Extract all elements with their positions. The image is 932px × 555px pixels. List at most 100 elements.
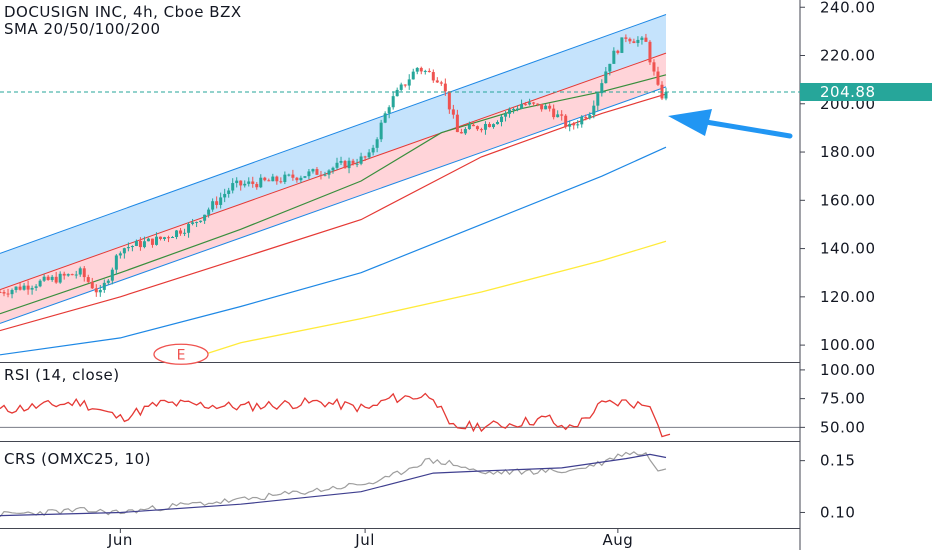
candle-down[interactable] <box>451 109 455 115</box>
candle-up[interactable] <box>371 147 375 153</box>
candle-down[interactable] <box>439 82 443 84</box>
candle-up[interactable] <box>387 107 391 114</box>
candle-down[interactable] <box>70 274 74 276</box>
candle-down[interactable] <box>548 105 552 109</box>
candle-down[interactable] <box>179 230 183 234</box>
candle-down[interactable] <box>552 108 556 118</box>
candlestick-series[interactable] <box>0 33 668 299</box>
candle-up[interactable] <box>463 129 467 134</box>
candle-up[interactable] <box>327 170 331 175</box>
candle-down[interactable] <box>540 104 544 110</box>
candle-down[interactable] <box>94 288 98 293</box>
rsi-line[interactable] <box>0 392 671 438</box>
candle-down[interactable] <box>82 268 86 278</box>
candle-up[interactable] <box>520 104 524 109</box>
candle-up[interactable] <box>467 124 471 130</box>
candle-down[interactable] <box>487 123 491 128</box>
candle-down[interactable] <box>443 83 447 92</box>
candle-up[interactable] <box>375 139 379 148</box>
candle-down[interactable] <box>150 238 154 245</box>
candle-up[interactable] <box>211 201 215 210</box>
candle-up[interactable] <box>367 152 371 158</box>
candle-up[interactable] <box>347 160 351 169</box>
candle-down[interactable] <box>447 91 451 110</box>
candle-up[interactable] <box>235 180 239 184</box>
candle-up[interactable] <box>491 124 495 128</box>
candle-up[interactable] <box>130 245 134 248</box>
candle-up[interactable] <box>331 167 335 171</box>
candle-up[interactable] <box>359 156 363 164</box>
candle-down[interactable] <box>6 293 10 295</box>
candle-up[interactable] <box>415 67 419 72</box>
candle-down[interactable] <box>2 292 6 294</box>
candle-down[interactable] <box>475 126 479 130</box>
candle-down[interactable] <box>363 156 367 158</box>
last-price-tag[interactable] <box>800 82 932 101</box>
candle-down[interactable] <box>18 286 22 290</box>
candle-up[interactable] <box>171 236 175 238</box>
candle-up[interactable] <box>146 238 150 242</box>
candle-up[interactable] <box>38 280 42 287</box>
candle-down[interactable] <box>632 41 636 44</box>
candle-up[interactable] <box>399 84 403 90</box>
candle-up[interactable] <box>620 37 624 53</box>
candle-down[interactable] <box>215 201 219 205</box>
candle-down[interactable] <box>251 181 255 184</box>
candle-up[interactable] <box>199 220 203 222</box>
candle-up[interactable] <box>42 276 46 281</box>
candle-down[interactable] <box>427 70 431 73</box>
candle-up[interactable] <box>118 253 122 256</box>
candle-up[interactable] <box>195 221 199 223</box>
candle-up[interactable] <box>664 91 668 99</box>
candle-up[interactable] <box>110 269 114 281</box>
candle-up[interactable] <box>30 287 34 290</box>
candle-down[interactable] <box>315 169 319 175</box>
candle-up[interactable] <box>504 113 508 117</box>
candle-down[interactable] <box>62 273 66 276</box>
candle-down[interactable] <box>279 181 283 183</box>
candle-up[interactable] <box>556 114 560 118</box>
rsi-pane[interactable] <box>0 392 800 438</box>
candle-up[interactable] <box>14 286 18 290</box>
candle-up[interactable] <box>219 197 223 205</box>
candle-up[interactable] <box>391 96 395 108</box>
candle-down[interactable] <box>54 276 58 283</box>
candle-up[interactable] <box>395 89 399 97</box>
candle-up[interactable] <box>307 171 311 177</box>
candle-down[interactable] <box>564 115 568 127</box>
candle-down[interactable] <box>343 161 347 169</box>
annotation-layer[interactable]: E <box>0 91 800 365</box>
candle-up[interactable] <box>604 71 608 84</box>
candle-up[interactable] <box>34 286 38 288</box>
candle-up[interactable] <box>516 108 520 110</box>
candle-down[interactable] <box>455 114 459 133</box>
candle-up[interactable] <box>299 177 303 181</box>
candle-up[interactable] <box>495 121 499 125</box>
candle-down[interactable] <box>319 174 323 176</box>
candle-up[interactable] <box>311 169 315 172</box>
candle-up[interactable] <box>74 274 78 276</box>
candle-up[interactable] <box>191 222 195 224</box>
candle-up[interactable] <box>259 177 263 188</box>
candle-up[interactable] <box>187 223 191 233</box>
candle-down[interactable] <box>291 174 295 178</box>
candle-up[interactable] <box>162 237 166 239</box>
candle-down[interactable] <box>158 236 162 239</box>
candle-down[interactable] <box>624 37 628 39</box>
candle-up[interactable] <box>379 122 383 140</box>
candle-down[interactable] <box>351 160 355 164</box>
candle-down[interactable] <box>403 84 407 86</box>
candle-up[interactable] <box>154 236 158 245</box>
candle-down[interactable] <box>616 50 620 53</box>
candle-down[interactable] <box>435 80 439 83</box>
candle-up[interactable] <box>323 174 327 176</box>
candle-up[interactable] <box>608 63 612 72</box>
candle-up[interactable] <box>612 50 616 64</box>
candle-up[interactable] <box>58 273 62 283</box>
candle-up[interactable] <box>500 116 504 122</box>
candle-down[interactable] <box>255 183 259 188</box>
candle-up[interactable] <box>247 181 251 184</box>
candle-up[interactable] <box>592 105 596 115</box>
candle-down[interactable] <box>628 38 632 42</box>
